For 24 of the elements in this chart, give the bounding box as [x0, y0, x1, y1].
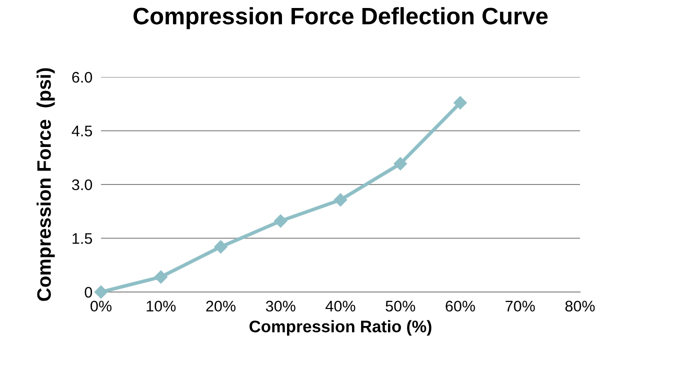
- y-tick-label: 6.0: [72, 72, 92, 83]
- x-tick-label: 70%: [506, 300, 535, 312]
- x-tick-label: 10%: [146, 300, 176, 312]
- y-tick-label: 1.5: [72, 233, 92, 244]
- point: [214, 240, 228, 254]
- x-tick-label: 60%: [446, 300, 475, 312]
- point: [154, 270, 168, 284]
- point: [394, 157, 407, 170]
- point: [274, 214, 288, 228]
- x-tick-label: 40%: [326, 300, 356, 312]
- x-tick-label: 20%: [206, 300, 236, 312]
- point: [94, 285, 108, 299]
- y-tick-label: 0: [84, 286, 92, 298]
- x-tick-label: 30%: [266, 300, 296, 312]
- x-tick-label: 80%: [565, 300, 595, 312]
- x-tick-label: 0%: [90, 300, 112, 312]
- y-tick-label: 3.0: [72, 179, 92, 190]
- point: [454, 96, 467, 110]
- x-tick-label: 50%: [386, 300, 416, 312]
- x-axis-title: Compression Ratio (%): [250, 320, 432, 336]
- point: [334, 193, 348, 206]
- y-axis-title: Compression Force (psi): [36, 68, 55, 301]
- chart-title: Compression Force Deflection Curve: [134, 7, 548, 30]
- y-tick-label: 4.5: [72, 126, 92, 136]
